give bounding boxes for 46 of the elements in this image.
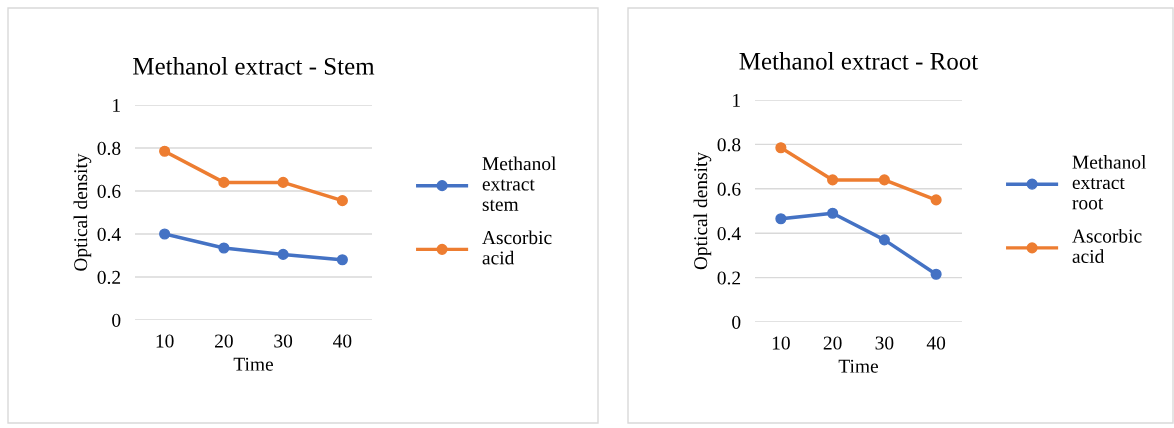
x-tick-label: 40 (333, 334, 352, 348)
point (218, 176, 230, 188)
point (159, 145, 171, 157)
point (930, 194, 942, 206)
y-tick-label: 0.6 (97, 184, 121, 199)
point (277, 248, 289, 260)
point (159, 228, 171, 240)
point (336, 195, 348, 207)
x-tick-label: 30 (875, 336, 894, 350)
x-tick-label: 30 (274, 334, 293, 348)
y-tick-label: 0.2 (97, 270, 121, 285)
x-axis-title: Time (838, 359, 878, 373)
x-tick-label: 20 (823, 336, 842, 350)
chart-title: Methanol extract - Root (739, 52, 979, 70)
chart-title: Methanol extract - Stem (133, 57, 375, 75)
point (930, 268, 942, 280)
point (878, 234, 890, 246)
point (827, 174, 839, 186)
y-tick-label: 0.2 (717, 271, 741, 285)
point (336, 254, 348, 266)
point (827, 207, 839, 219)
point (218, 242, 230, 254)
x-tick-label: 10 (156, 334, 174, 348)
point (878, 174, 890, 186)
x-axis-title: Time (233, 357, 273, 371)
legend-label: Methanol extract stem (482, 156, 557, 211)
y-tick-label: 1 (113, 98, 120, 112)
legend-label: Ascorbic acid (1072, 228, 1142, 263)
point (775, 213, 787, 225)
point (277, 176, 289, 188)
y-tick-label: 0 (732, 315, 741, 329)
y-tick-label: 0.4 (97, 227, 121, 242)
y-tick-label: 0.8 (717, 138, 741, 152)
y-tick-label: 0.8 (97, 141, 121, 156)
y-tick-label: 0.6 (717, 182, 741, 196)
legend-label: Methanol extract root (1072, 155, 1147, 210)
point (775, 142, 787, 154)
y-tick-label: 0 (112, 313, 121, 327)
x-tick-label: 10 (772, 336, 790, 350)
y-axis-title: Optical density (693, 151, 712, 270)
legend-label: Ascorbic acid (482, 230, 552, 265)
y-tick-label: 0.4 (717, 227, 741, 241)
x-tick-label: 40 (926, 336, 946, 350)
y-tick-label: 1 (733, 93, 740, 107)
y-axis-title: Optical density (73, 153, 92, 271)
x-tick-label: 20 (215, 334, 233, 348)
